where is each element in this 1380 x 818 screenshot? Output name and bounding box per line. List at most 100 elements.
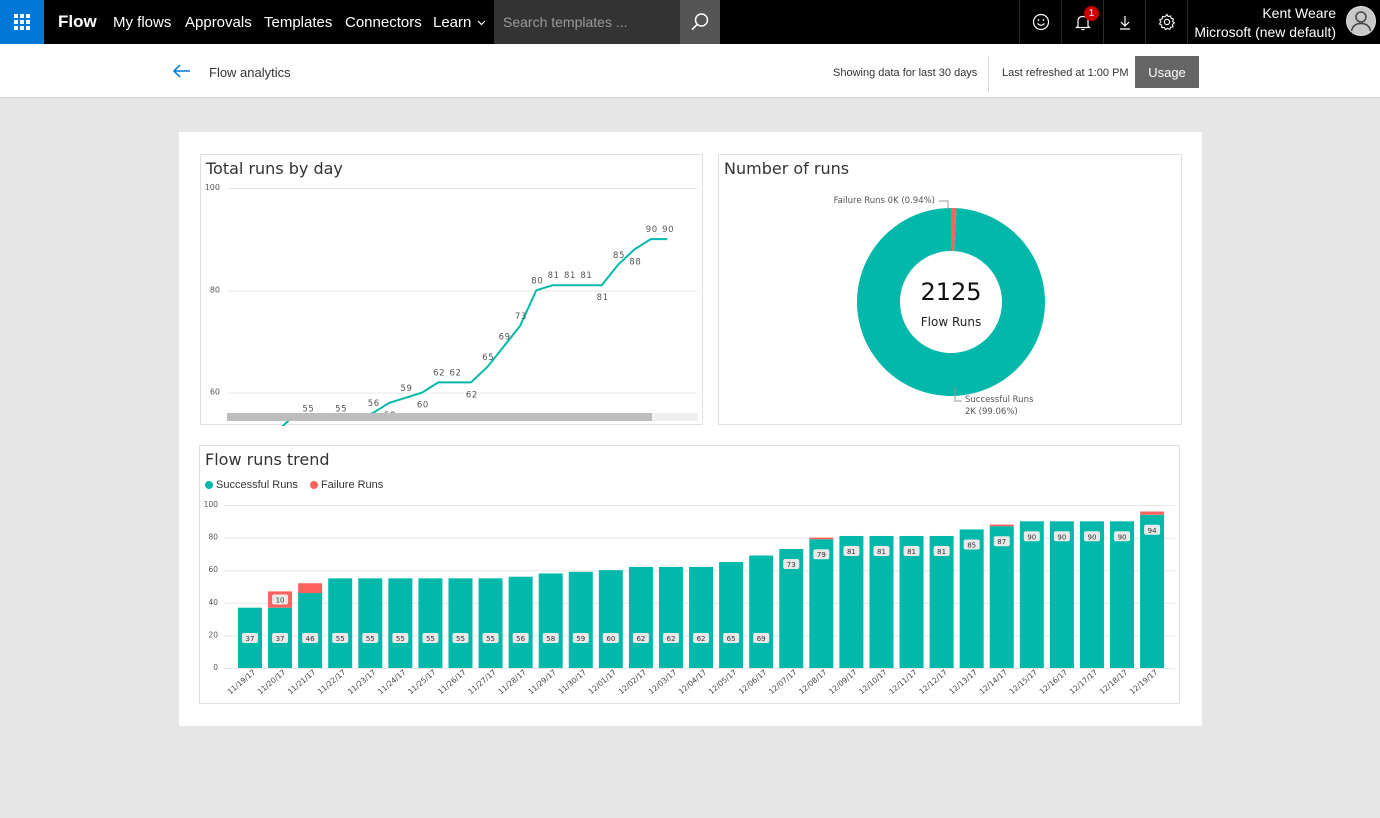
legend-label: Successful Runs	[216, 479, 298, 491]
slice-label: Failure Runs 0K (0.94%)	[834, 196, 935, 206]
bar-successful[interactable]	[328, 578, 353, 668]
y-tick-label: 60	[208, 565, 218, 574]
y-tick-label: 60	[210, 388, 220, 397]
brand-link[interactable]: Flow	[58, 12, 97, 31]
data-label: 69	[757, 635, 766, 643]
data-label: 81	[937, 548, 946, 556]
legend-item-failure[interactable]: Failure Runs	[309, 479, 384, 491]
bar-successful[interactable]	[1140, 514, 1165, 668]
card-title: Number of runs	[724, 159, 850, 178]
y-tick-label: 100	[205, 183, 220, 192]
data-label-bg	[783, 559, 800, 570]
donut-slice[interactable]	[951, 208, 957, 252]
nav-approvals[interactable]: Approvals	[185, 14, 252, 31]
settings-button[interactable]	[1145, 0, 1187, 44]
bar-successful[interactable]	[628, 566, 653, 668]
bar-successful[interactable]	[929, 535, 954, 668]
x-tick-label: 12/17/17	[1068, 667, 1100, 696]
page-header: Flow analytics Showing data for last 30 …	[0, 44, 1380, 98]
x-tick-label: 11/22/17	[316, 667, 348, 696]
data-label: 81	[847, 548, 856, 556]
bar-successful[interactable]	[358, 578, 383, 668]
last-refreshed-text: Last refreshed at 1:00 PM	[1002, 67, 1129, 79]
x-tick-label: 12/07/17	[767, 667, 799, 696]
bar-successful[interactable]	[388, 578, 413, 668]
bar-successful[interactable]	[298, 593, 323, 668]
bar-successful[interactable]	[658, 566, 683, 668]
bar-successful[interactable]	[1110, 521, 1135, 668]
card-title: Total runs by day	[206, 159, 343, 178]
data-label: 62	[697, 635, 706, 643]
bar-failure[interactable]	[1140, 511, 1165, 515]
x-tick-label: 12/16/17	[1038, 667, 1070, 696]
bar-successful[interactable]	[448, 578, 473, 668]
data-range-text: Showing data for last 30 days	[833, 67, 978, 79]
data-label: 55	[366, 635, 375, 643]
legend-label: Failure Runs	[320, 479, 384, 491]
avatar	[1346, 6, 1376, 36]
app-launcher-button[interactable]	[0, 0, 44, 44]
search-input[interactable]	[494, 0, 680, 44]
bar-successful[interactable]	[959, 529, 984, 668]
person-icon	[1347, 7, 1375, 35]
data-label-bg	[903, 545, 920, 556]
bar-successful[interactable]	[478, 578, 503, 668]
data-label-bg	[753, 633, 770, 643]
data-label: 59	[400, 384, 412, 394]
bar-successful[interactable]	[538, 573, 563, 668]
x-tick-label: 11/23/17	[346, 667, 378, 696]
notifications-button[interactable]: 1	[1061, 0, 1103, 44]
bar-successful[interactable]	[989, 526, 1014, 668]
usage-button[interactable]: Usage	[1135, 56, 1199, 88]
bar-successful[interactable]	[568, 571, 593, 668]
feedback-button[interactable]	[1019, 0, 1061, 44]
bar-successful[interactable]	[869, 535, 894, 668]
data-label: 56	[516, 635, 525, 643]
data-label: 10	[276, 597, 285, 605]
slice-label-value: 2K (99.06%)	[965, 407, 1018, 417]
bar-successful[interactable]	[1079, 521, 1104, 668]
x-tick-label: 11/21/17	[286, 667, 318, 696]
bar-successful[interactable]	[598, 570, 623, 668]
download-button[interactable]	[1103, 0, 1145, 44]
bar-failure[interactable]	[989, 524, 1014, 527]
bar-successful[interactable]	[418, 578, 443, 668]
data-label: 81	[580, 271, 592, 281]
bar-failure[interactable]	[809, 537, 834, 540]
flow-runs-trend-card: 0 20 40 60 80 100 37 11/19/17 37 10 11/20/17 46 11/2…	[199, 445, 1180, 704]
nav-learn[interactable]: Learn	[433, 14, 486, 31]
data-label: 81	[877, 548, 886, 556]
data-label: 37	[246, 635, 255, 643]
bar-successful[interactable]	[809, 539, 834, 668]
bar-successful[interactable]	[839, 535, 864, 668]
bar-successful[interactable]	[1049, 521, 1074, 668]
data-label-bg	[272, 633, 289, 643]
scrollbar-thumb[interactable]	[227, 413, 652, 421]
legend-item-successful[interactable]: Successful Runs	[205, 479, 298, 491]
bar-successful[interactable]	[749, 555, 774, 668]
nav-my-flows[interactable]: My flows	[113, 14, 172, 31]
gear-icon	[1158, 13, 1175, 31]
x-tick-label: 12/18/17	[1098, 667, 1130, 696]
data-label: 81	[564, 271, 576, 281]
bar-successful[interactable]	[508, 576, 533, 668]
bar-successful[interactable]	[899, 535, 924, 668]
x-tick-label: 11/19/17	[226, 667, 258, 696]
nav-templates[interactable]: Templates	[264, 14, 333, 31]
search-button[interactable]	[680, 0, 720, 44]
bar-successful[interactable]	[719, 562, 744, 668]
x-tick-label: 12/10/17	[857, 667, 889, 696]
back-button[interactable]	[172, 62, 194, 80]
legend-dot	[205, 481, 213, 489]
bar-failure[interactable]	[298, 583, 323, 594]
nav-connectors[interactable]: Connectors	[345, 14, 422, 31]
donut-slice[interactable]	[857, 208, 1045, 396]
account-menu[interactable]: Kent Weare Microsoft (new default)	[1187, 0, 1380, 44]
x-tick-label: 11/30/17	[556, 667, 588, 696]
bar-successful[interactable]	[689, 566, 714, 668]
bar-successful[interactable]	[1019, 521, 1044, 668]
data-label: 55	[396, 635, 405, 643]
chevron-down-icon	[477, 20, 485, 26]
x-tick-label: 12/05/17	[707, 667, 739, 696]
data-label-bg	[302, 633, 319, 643]
